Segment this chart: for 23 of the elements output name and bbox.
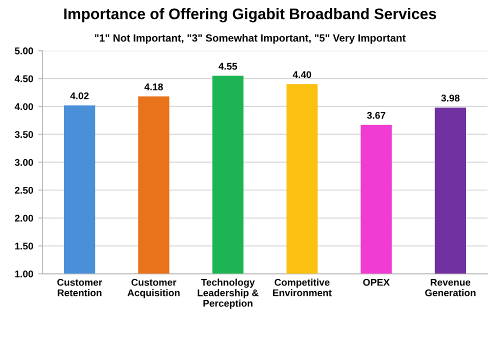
y-tick-label: 3.00	[14, 158, 34, 166]
y-tick-label: 2.00	[14, 214, 34, 222]
chart-title: Importance of Offering Gigabit Broadband Services	[64, 8, 436, 22]
data-label: 4.18	[144, 83, 163, 90]
x-tick-label: Customer Acquisition	[128, 278, 180, 298]
y-tick-label: 2.50	[14, 186, 34, 194]
x-tick-label: Revenue Generation	[425, 279, 476, 296]
chart-subtitle: "1" Not Important, "3" Somewhat Important, "5" Very Important	[94, 34, 406, 44]
x-tick-label: Customer Retention	[57, 278, 102, 296]
y-tick-label: 3.50	[14, 131, 34, 138]
data-label: 4.02	[70, 92, 89, 100]
y-tick-label: 5.00	[14, 47, 34, 54]
x-tick-label: Competitive Environment	[273, 278, 332, 296]
data-label: 4.55	[218, 62, 238, 70]
data-label: 3.98	[441, 94, 460, 102]
x-tick-label: Technology Leadership & Perception	[198, 278, 258, 309]
data-label: 3.67	[367, 112, 386, 119]
x-tick-label: OPEX	[363, 278, 390, 286]
y-tick-label: 4.50	[14, 75, 34, 82]
y-tick-label: 1.00	[15, 270, 34, 278]
data-label: 4.40	[292, 71, 312, 78]
y-tick-label: 1.50	[15, 242, 34, 250]
y-tick-label: 4.00	[14, 103, 34, 110]
